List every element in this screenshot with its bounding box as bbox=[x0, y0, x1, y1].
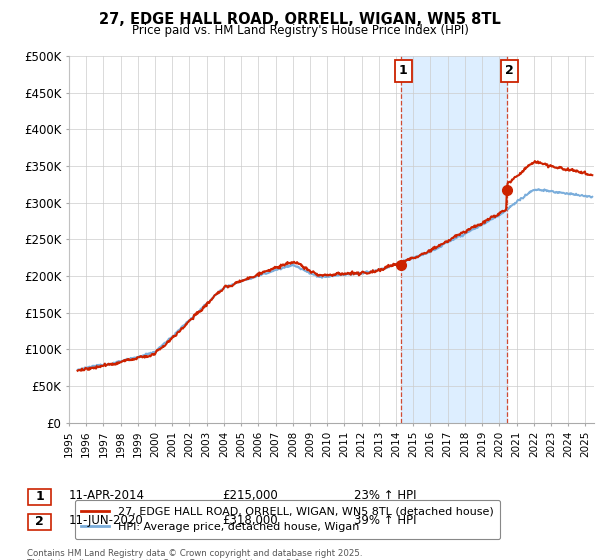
Text: 1: 1 bbox=[399, 64, 407, 77]
Text: 23% ↑ HPI: 23% ↑ HPI bbox=[354, 489, 416, 502]
Text: Contains HM Land Registry data © Crown copyright and database right 2025.
This d: Contains HM Land Registry data © Crown c… bbox=[27, 549, 362, 560]
Text: 11-APR-2014: 11-APR-2014 bbox=[69, 489, 145, 502]
Text: 27, EDGE HALL ROAD, ORRELL, WIGAN, WN5 8TL: 27, EDGE HALL ROAD, ORRELL, WIGAN, WN5 8… bbox=[99, 12, 501, 27]
FancyBboxPatch shape bbox=[28, 514, 52, 530]
Text: 1: 1 bbox=[35, 490, 44, 503]
Text: 2: 2 bbox=[35, 515, 44, 529]
Bar bbox=[401, 56, 507, 423]
Text: 2: 2 bbox=[505, 64, 514, 77]
Legend: 27, EDGE HALL ROAD, ORRELL, WIGAN, WN5 8TL (detached house), HPI: Average price,: 27, EDGE HALL ROAD, ORRELL, WIGAN, WN5 8… bbox=[74, 500, 500, 539]
Text: 39% ↑ HPI: 39% ↑ HPI bbox=[354, 514, 416, 528]
Text: 11-JUN-2020: 11-JUN-2020 bbox=[69, 514, 144, 528]
FancyBboxPatch shape bbox=[28, 489, 52, 505]
Text: Price paid vs. HM Land Registry's House Price Index (HPI): Price paid vs. HM Land Registry's House … bbox=[131, 24, 469, 37]
Text: £215,000: £215,000 bbox=[222, 489, 278, 502]
Text: £318,000: £318,000 bbox=[222, 514, 278, 528]
